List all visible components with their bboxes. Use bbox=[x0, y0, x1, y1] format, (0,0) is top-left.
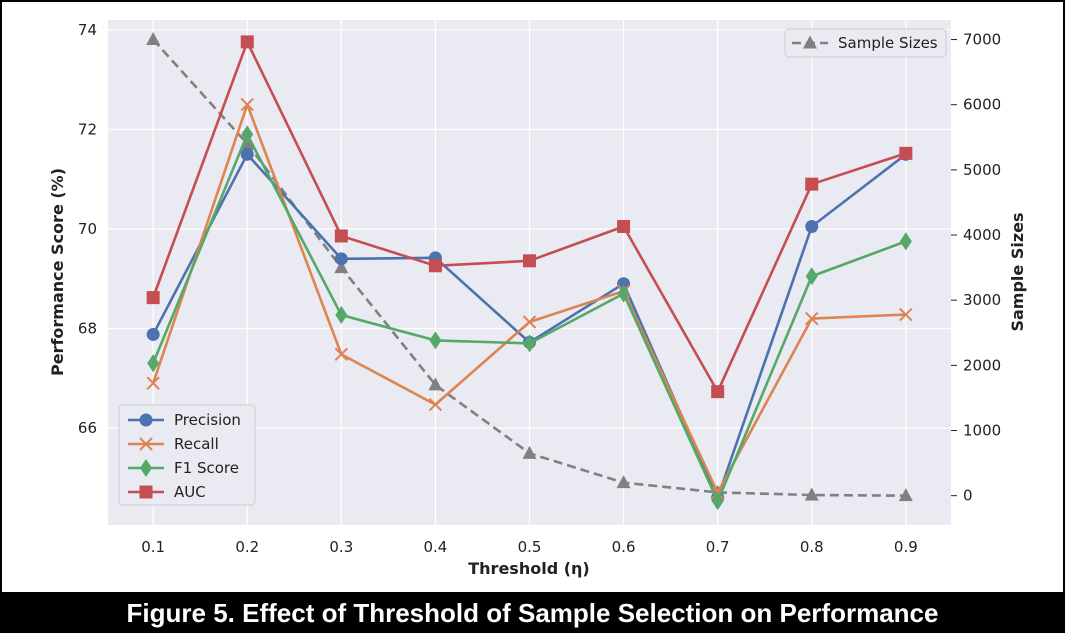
y2-tick-label: 4000 bbox=[963, 226, 1001, 244]
data-point-auc bbox=[146, 291, 160, 305]
data-point-recall bbox=[428, 397, 443, 412]
legend-label-recall: Recall bbox=[174, 435, 219, 453]
legend-label-f1-score: F1 Score bbox=[174, 459, 239, 477]
y-tick-label: 68 bbox=[78, 319, 97, 337]
chart: 0.1 0.2 0.3 0.4 0.5 0.6 0.7 0.8 0.9 66 68 70 72 74 0… bbox=[0, 0, 1065, 594]
data-point-f1-score bbox=[805, 267, 818, 286]
data-point-f1-score bbox=[711, 492, 724, 511]
data-point-f1-score bbox=[523, 334, 536, 353]
x-tick-label: 0.6 bbox=[612, 538, 636, 556]
data-point-recall bbox=[240, 97, 254, 112]
data-point-recall bbox=[334, 347, 349, 362]
y2-tick-label: 2000 bbox=[963, 356, 1001, 374]
data-point-sample-sizes bbox=[898, 488, 913, 502]
series-auc bbox=[146, 35, 913, 399]
data-point-auc bbox=[899, 146, 913, 160]
x-tick-label: 0.7 bbox=[706, 538, 730, 556]
data-point-precision bbox=[805, 219, 819, 233]
legend-marker-precision bbox=[139, 413, 153, 427]
x-tick-label: 0.9 bbox=[894, 538, 918, 556]
data-point-precision bbox=[240, 147, 254, 161]
data-point-auc bbox=[334, 229, 348, 243]
series-f1-score bbox=[147, 125, 912, 511]
y-tick-label: 74 bbox=[78, 21, 97, 39]
data-point-f1-score bbox=[241, 125, 254, 144]
data-point-sample-sizes bbox=[334, 260, 349, 274]
data-point-sample-sizes bbox=[146, 32, 161, 46]
x-tick-labels: 0.1 0.2 0.3 0.4 0.5 0.6 0.7 0.8 0.9 bbox=[141, 538, 918, 556]
legend-label-precision: Precision bbox=[174, 411, 241, 429]
x-tick-label: 0.8 bbox=[800, 538, 824, 556]
y2-tick-label: 6000 bbox=[963, 96, 1001, 114]
x-tick-label: 0.5 bbox=[518, 538, 542, 556]
data-point-auc bbox=[711, 385, 725, 399]
y2-tick-label: 7000 bbox=[963, 31, 1001, 49]
legend-left-box bbox=[118, 404, 256, 506]
y-tick-labels: 66 68 70 72 74 bbox=[78, 21, 97, 437]
data-point-auc bbox=[805, 177, 819, 191]
series-sample-sizes bbox=[146, 32, 913, 502]
legend-right-box bbox=[784, 28, 947, 58]
data-point-sample-sizes bbox=[428, 377, 443, 391]
data-point-precision bbox=[334, 252, 348, 266]
data-point-sample-sizes bbox=[522, 445, 537, 459]
data-point-f1-score bbox=[429, 331, 442, 350]
x-tick-label: 0.2 bbox=[235, 538, 259, 556]
data-point-f1-score bbox=[147, 354, 160, 373]
data-point-auc bbox=[428, 259, 442, 273]
y-tick-label: 66 bbox=[78, 419, 97, 437]
legend-marker-auc bbox=[139, 485, 153, 499]
y2-tick-labels: 0 1000 2000 3000 4000 5000 6000 7000 bbox=[951, 31, 1001, 505]
x-tick-label: 0.3 bbox=[329, 538, 353, 556]
y2-tick-label: 5000 bbox=[963, 161, 1001, 179]
y2-tick-label: 1000 bbox=[963, 422, 1001, 440]
data-point-sample-sizes bbox=[804, 487, 819, 501]
figure-caption: Figure 5. Effect of Threshold of Sample … bbox=[0, 594, 1065, 633]
legend-label-sample-sizes: Sample Sizes bbox=[838, 34, 938, 52]
x-axis-label: Threshold (η) bbox=[468, 559, 589, 578]
data-point-recall bbox=[522, 315, 537, 329]
data-point-auc bbox=[617, 219, 631, 233]
legend-marker-sample-sizes bbox=[803, 35, 817, 49]
data-point-auc bbox=[240, 35, 254, 49]
legend-left: Precision Recall F1 Score AUC bbox=[118, 404, 256, 506]
legend-right: Sample Sizes bbox=[784, 28, 947, 58]
data-point-precision bbox=[146, 327, 160, 341]
y-tick-label: 70 bbox=[78, 220, 97, 238]
y2-axis-label: Sample Sizes bbox=[1008, 212, 1027, 331]
y-tick-label: 72 bbox=[78, 120, 97, 138]
y-axis-label: Performance Score (%) bbox=[48, 168, 67, 376]
y2-tick-label: 0 bbox=[963, 487, 973, 505]
data-point-f1-score bbox=[617, 284, 630, 303]
data-point-recall bbox=[899, 307, 913, 322]
legend-label-auc: AUC bbox=[174, 483, 206, 501]
data-point-sample-sizes bbox=[616, 475, 631, 489]
data-point-auc bbox=[523, 254, 536, 268]
data-point-recall bbox=[146, 376, 160, 390]
y2-tick-label: 3000 bbox=[963, 291, 1001, 309]
data-point-f1-score bbox=[899, 232, 912, 251]
data-point-f1-score bbox=[335, 306, 348, 325]
x-tick-label: 0.1 bbox=[141, 538, 165, 556]
data-point-recall bbox=[805, 311, 819, 326]
x-tick-label: 0.4 bbox=[423, 538, 447, 556]
legend-marker-f1-score bbox=[140, 459, 152, 477]
series-group bbox=[146, 32, 913, 511]
legend-marker-recall bbox=[139, 437, 153, 451]
